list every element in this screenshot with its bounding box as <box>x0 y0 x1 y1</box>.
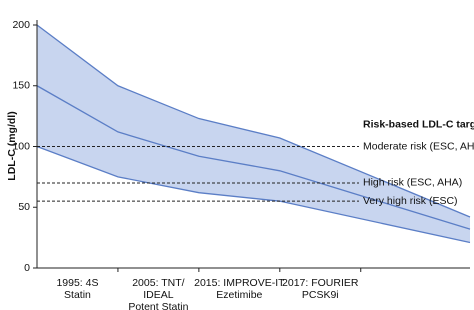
y-axis-label: LDL-C (mg/dl) <box>6 111 18 180</box>
series-line <box>36 85 471 230</box>
x-tick-label: IDEAL <box>143 289 174 301</box>
x-tick-label: Statin <box>64 289 91 301</box>
y-tick-label: 150 <box>12 80 30 92</box>
y-tick-label: 100 <box>12 140 30 152</box>
x-tick-label: PCSK9i <box>302 289 339 301</box>
band-area <box>37 25 470 243</box>
reference-title: Risk-based LDL-C target <box>363 118 474 130</box>
reference-label: Very high risk (ESC) <box>363 195 458 207</box>
y-tick-label: 50 <box>18 201 30 213</box>
series-line <box>36 145 471 244</box>
x-tick-label: 2015: IMPROVE-IT <box>194 277 285 289</box>
reference-label: High risk (ESC, AHA) <box>363 177 462 189</box>
y-tick-label: 0 <box>24 262 30 274</box>
x-tick-label: 1995: 4S <box>56 277 98 289</box>
y-tick-label: 200 <box>12 19 30 31</box>
reference-label: Moderate risk (ESC, AHA) <box>363 140 474 152</box>
x-tick-label: Potent Statin <box>128 301 188 310</box>
x-tick-label: 2017: FOURIER <box>282 277 359 289</box>
x-tick-label: Ezetimibe <box>216 289 262 301</box>
series-line <box>36 24 471 218</box>
x-tick-label: 2005: TNT/ <box>132 277 184 289</box>
